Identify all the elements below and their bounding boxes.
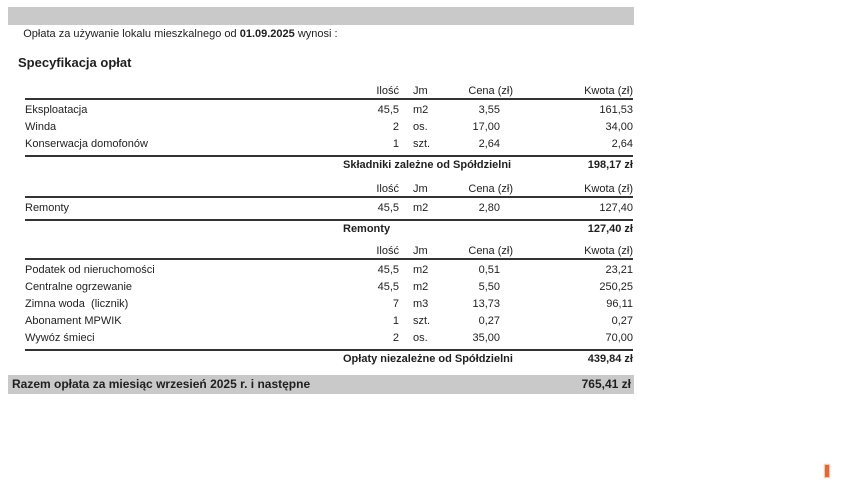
row-cena: 5,50 [478,281,500,293]
row-ilosc: 45,5 [377,104,399,116]
row-kwota: 34,00 [605,121,633,133]
header-bar-text-suffix: wynosi : [294,28,338,40]
table-row: Winda 2 os. 17,00 34,00 [25,119,633,136]
row-cena: 0,27 [478,315,500,327]
summary-value: 439,84 zł [587,353,633,365]
row-name: Centralne ogrzewanie [25,281,133,293]
row-ilosc: 45,5 [377,281,399,293]
row-ilosc: 1 [392,315,399,327]
row-ilosc: 2 [392,121,399,133]
table-header-row: Ilość Jm Cena (zł) Kwota (zł) [25,182,633,198]
header-bar: Opłata za używanie lokalu mieszkalnego o… [8,7,634,40]
table-rows: Remonty 45,5 m2 2,80 127,40 [25,198,633,217]
column-header-kwota: Kwota (zł) [584,85,633,97]
row-jm: szt. [413,138,431,150]
row-kwota: 161,53 [599,104,633,116]
row-kwota: 96,11 [606,298,633,310]
summary-label: Składniki zależne od Spółdzielni [343,159,512,171]
column-header-name [25,182,304,196]
row-jm: m3 [413,298,429,310]
row-ilosc: 45,5 [377,264,399,276]
row-kwota: 70,00 [605,332,633,344]
row-jm: m2 [413,281,429,293]
header-bar-text-prefix: Opłata za używanie lokalu mieszkalnego o… [23,28,240,40]
summary-value: 127,40 zł [587,223,633,235]
column-header-kwota: Kwota (zł) [584,183,633,195]
column-header-cena: Cena (zł) [468,245,513,257]
row-ilosc: 45,5 [377,202,399,214]
row-cena: 2,64 [478,138,500,150]
row-name: Konserwacja domofonów [25,138,148,150]
fee-table-remonty: Ilość Jm Cena (zł) Kwota (zł) Remonty 45… [25,182,633,237]
row-kwota: 0,27 [611,315,633,327]
summary-label: Opłaty niezależne od Spółdzielni [343,353,513,365]
row-cena: 17,00 [472,121,500,133]
row-kwota: 250,25 [599,281,633,293]
table-summary-row: Remonty 127,40 zł [25,219,633,237]
column-header-cena: Cena (zł) [468,183,513,195]
column-header-kwota: Kwota (zł) [584,245,633,257]
row-jm: os. [413,332,428,344]
row-cena: 13,73 [472,298,500,310]
header-bar-date: 01.09.2025 [239,28,295,40]
row-name: Winda [25,121,57,133]
row-jm: m2 [413,202,429,214]
column-header-ilosc: Ilość [376,85,399,97]
table-row: Remonty 45,5 m2 2,80 127,40 [25,200,633,217]
row-jm: szt. [413,315,431,327]
row-cena: 35,00 [472,332,500,344]
table-row: Wywóz śmieci 2 os. 35,00 70,00 [25,330,633,347]
table-rows: Eksploatacja 45,5 m2 3,55 161,53 Winda 2… [25,100,633,153]
table-header-row: Ilość Jm Cena (zł) Kwota (zł) [25,244,633,260]
column-header-cena: Cena (zł) [468,85,513,97]
table-row: Centralne ogrzewanie 45,5 m2 5,50 250,25 [25,279,633,296]
table-rows: Podatek od nieruchomości 45,5 m2 0,51 23… [25,260,633,347]
row-jm: m2 [413,264,429,276]
row-name: Abonament MPWIK [25,315,122,327]
total-label: Razem opłata za miesiąc wrzesień 2025 r.… [12,377,311,391]
row-jm: os. [413,121,428,133]
row-ilosc: 1 [392,138,399,150]
table-row: Abonament MPWIK 1 szt. 0,27 0,27 [25,313,633,330]
column-header-name [25,84,304,98]
table-summary-row: Składniki zależne od Spółdzielni 198,17 … [25,155,633,173]
column-header-jm: Jm [413,245,428,257]
column-header-ilosc: Ilość [376,245,399,257]
fee-table-oplaty-niezalezne: Ilość Jm Cena (zł) Kwota (zł) Podatek od… [25,244,633,367]
fee-table-skladniki-zalezne: Ilość Jm Cena (zł) Kwota (zł) Eksploatac… [25,84,633,173]
row-kwota: 23,21 [605,264,633,276]
column-header-name [25,244,304,258]
summary-value: 198,17 zł [587,159,633,171]
row-cena: 3,55 [478,104,500,116]
row-name: Zimna woda (licznik) [25,298,129,310]
row-name: Wywóz śmieci [25,332,95,344]
total-bar: Razem opłata za miesiąc wrzesień 2025 r.… [8,375,634,394]
row-jm: m2 [413,104,429,116]
table-row: Podatek od nieruchomości 45,5 m2 0,51 23… [25,262,633,279]
row-name: Remonty [25,202,70,214]
row-name: Podatek od nieruchomości [25,264,155,276]
section-title: Specyfikacja opłat [18,55,132,70]
column-header-jm: Jm [413,85,428,97]
table-summary-row: Opłaty niezależne od Spółdzielni 439,84 … [25,349,633,367]
row-ilosc: 2 [392,332,399,344]
text-cursor-marker [825,465,829,477]
row-ilosc: 7 [392,298,399,310]
total-value: 765,41 zł [581,377,631,391]
row-cena: 2,80 [478,202,500,214]
table-row: Zimna woda (licznik) 7 m3 13,73 96,11 [25,296,633,313]
table-row: Eksploatacja 45,5 m2 3,55 161,53 [25,102,633,119]
row-kwota: 127,40 [599,202,633,214]
row-kwota: 2,64 [611,138,633,150]
column-header-jm: Jm [413,183,428,195]
row-name: Eksploatacja [25,104,88,116]
summary-label: Remonty [343,223,391,235]
row-cena: 0,51 [478,264,500,276]
column-header-ilosc: Ilość [376,183,399,195]
table-header-row: Ilość Jm Cena (zł) Kwota (zł) [25,84,633,100]
table-row: Konserwacja domofonów 1 szt. 2,64 2,64 [25,136,633,153]
